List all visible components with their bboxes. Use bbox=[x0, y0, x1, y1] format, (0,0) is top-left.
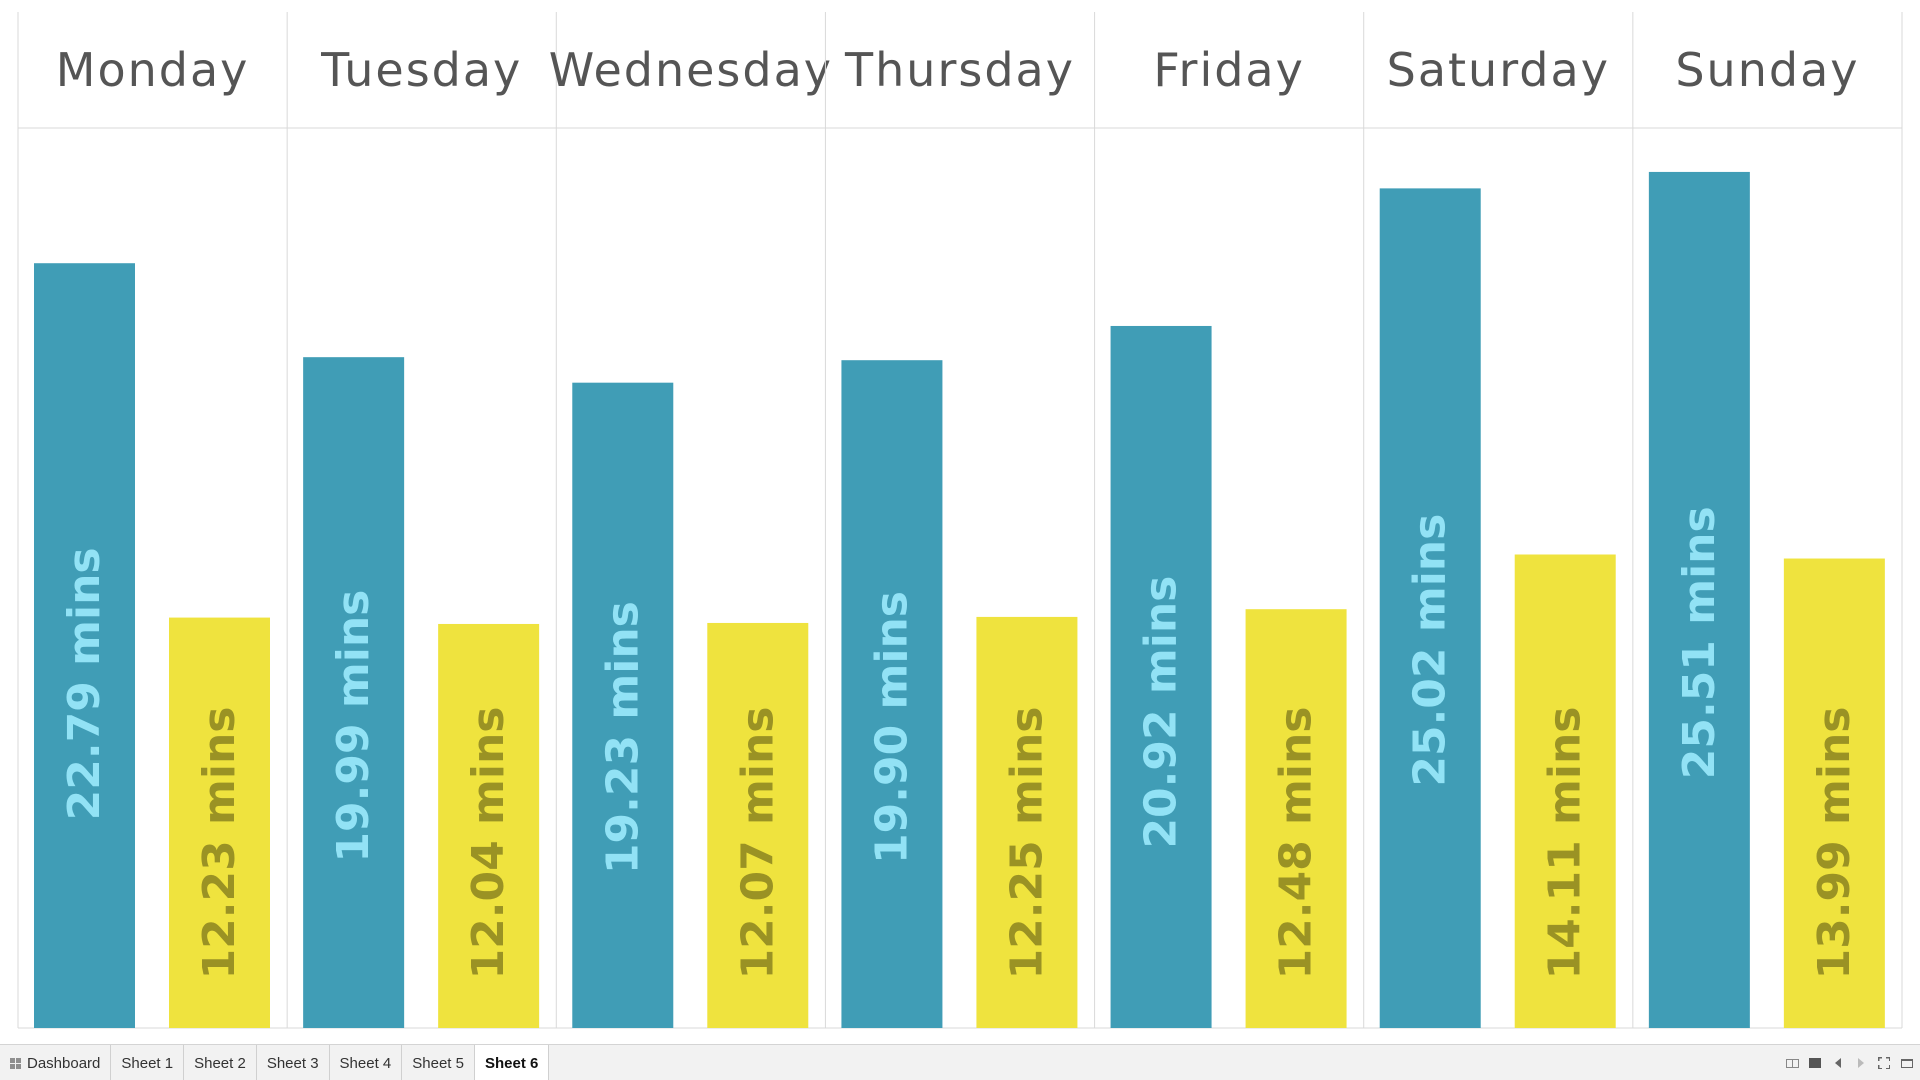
bar bbox=[1514, 554, 1616, 1028]
day-header-label: Monday bbox=[56, 43, 250, 97]
fullscreen-icon bbox=[1878, 1057, 1890, 1069]
bar bbox=[1379, 188, 1481, 1028]
fullscreen-button[interactable] bbox=[1877, 1056, 1891, 1070]
tab-label: Sheet 1 bbox=[121, 1054, 174, 1072]
bar-value-label: 25.02 mins bbox=[1405, 514, 1456, 787]
tab-sheet-2[interactable]: Sheet 2 bbox=[184, 1045, 257, 1080]
tab-label: Sheet 4 bbox=[339, 1054, 392, 1072]
sheet-tabs-icon bbox=[1809, 1058, 1821, 1068]
bar bbox=[438, 623, 540, 1028]
bar bbox=[1245, 609, 1347, 1028]
sheet-nav-controls bbox=[1785, 1045, 1914, 1080]
day-header-label: Tuesday bbox=[320, 43, 522, 97]
bar-value-label: 19.99 mins bbox=[328, 590, 379, 863]
tab-label: Sheet 2 bbox=[194, 1054, 246, 1072]
tab-label: Sheet 3 bbox=[266, 1054, 319, 1072]
presentation-icon bbox=[1901, 1058, 1913, 1068]
bar-value-label: 12.07 mins bbox=[732, 707, 783, 980]
bar-value-label: 20.92 mins bbox=[1136, 576, 1187, 849]
bar-value-label: 22.79 mins bbox=[59, 547, 110, 820]
sheet-tab-strip: Dashboard Sheet 1 Sheet 2 Sheet 3 Sheet … bbox=[0, 1044, 1920, 1080]
tab-label: Sheet 6 bbox=[484, 1054, 539, 1072]
bar bbox=[1110, 325, 1212, 1028]
tab-label: Dashboard bbox=[27, 1054, 101, 1072]
bar bbox=[707, 622, 809, 1028]
bar-value-label: 12.23 mins bbox=[194, 707, 245, 980]
tab-label: Sheet 5 bbox=[412, 1054, 464, 1072]
tab-sheet-5[interactable]: Sheet 5 bbox=[402, 1045, 475, 1080]
chevron-right-icon bbox=[1858, 1058, 1864, 1068]
bar bbox=[34, 263, 135, 1028]
day-header-label: Thursday bbox=[844, 43, 1075, 97]
bar-value-label: 12.48 mins bbox=[1271, 707, 1322, 980]
tab-sheet-6[interactable]: Sheet 6 bbox=[474, 1045, 550, 1080]
tab-sheet-4[interactable]: Sheet 4 bbox=[330, 1045, 403, 1080]
filmstrip-icon bbox=[1785, 1058, 1799, 1068]
day-header-label: Saturday bbox=[1387, 43, 1610, 97]
bar bbox=[841, 360, 943, 1028]
bar bbox=[303, 357, 405, 1028]
tab-dashboard[interactable]: Dashboard bbox=[0, 1045, 112, 1080]
tab-sheet-3[interactable]: Sheet 3 bbox=[257, 1045, 330, 1080]
bar-value-label: 13.99 mins bbox=[1809, 707, 1860, 980]
day-header-label: Sunday bbox=[1675, 43, 1859, 97]
bar-chart: Monday 22.79 mins 12.23 mins Tuesday 19.99 m… bbox=[17, 12, 1903, 1029]
show-filmstrip-button[interactable] bbox=[1785, 1056, 1799, 1070]
bar bbox=[572, 382, 674, 1028]
presentation-mode-button[interactable] bbox=[1900, 1056, 1914, 1070]
show-sheet-tabs-button[interactable] bbox=[1808, 1056, 1822, 1070]
next-sheet-button[interactable] bbox=[1854, 1056, 1868, 1070]
day-header-label: Wednesday bbox=[549, 43, 833, 97]
bar bbox=[1648, 171, 1750, 1028]
bar-value-label: 25.51 mins bbox=[1674, 506, 1725, 779]
day-header-label: Friday bbox=[1153, 43, 1304, 97]
bar bbox=[976, 616, 1078, 1028]
bar-value-label: 12.04 mins bbox=[463, 707, 514, 980]
bar bbox=[169, 617, 270, 1028]
bar-value-label: 12.25 mins bbox=[1001, 707, 1052, 980]
bar-value-label: 19.90 mins bbox=[866, 591, 917, 864]
dashboard-grid-icon bbox=[10, 1057, 21, 1069]
previous-sheet-button[interactable] bbox=[1831, 1056, 1845, 1070]
bar-value-label: 19.23 mins bbox=[597, 601, 648, 874]
bar-value-label: 14.11 mins bbox=[1540, 707, 1591, 980]
chart-area: Monday 22.79 mins 12.23 mins Tuesday 19.99 m… bbox=[17, 12, 1903, 1029]
chevron-left-icon bbox=[1835, 1058, 1841, 1068]
bar bbox=[1783, 558, 1885, 1028]
tab-sheet-1[interactable]: Sheet 1 bbox=[111, 1045, 185, 1080]
